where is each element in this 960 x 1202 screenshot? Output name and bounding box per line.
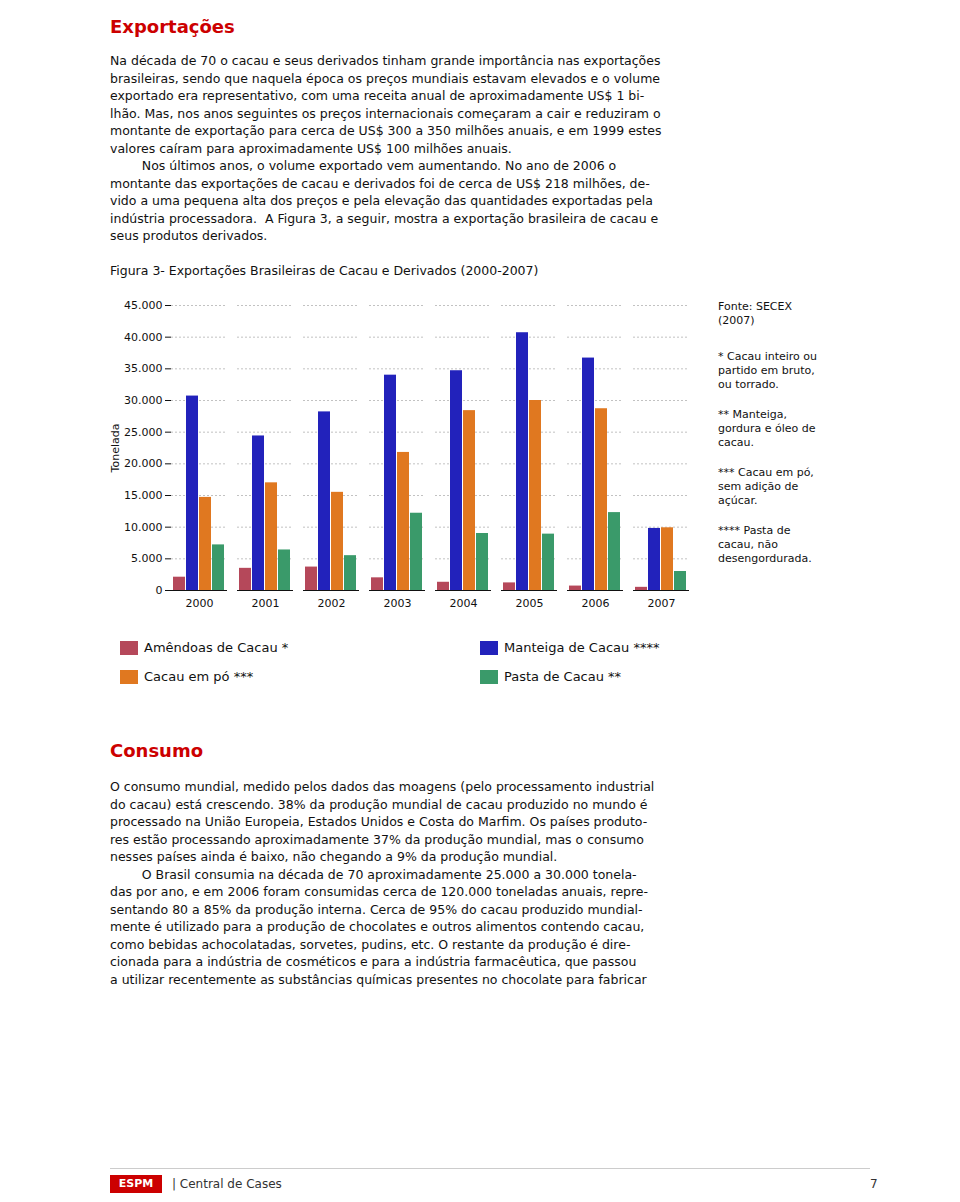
html-text:Exportações: Exportações <box>110 16 235 37</box>
html-text:Cacau em pó ***: Cacau em pó *** <box>144 669 254 684</box>
html-text:**** Pasta de cacau, não desen: **** Pasta de cacau, não desengordurada. <box>718 524 812 565</box>
svg-text:15.000: 15.000 <box>124 489 163 502</box>
html-text:Figura 3- Exportações Brasilei: Figura 3- Exportações Brasileiras de Cac… <box>110 263 539 278</box>
html-text:Fonte: SECEX (2007): Fonte: SECEX (2007) <box>718 300 792 327</box>
svg-text:5.000: 5.000 <box>131 552 163 565</box>
html-text:Consumo: Consumo <box>110 740 203 761</box>
html-text:** Manteiga, gordura e óleo de: ** Manteiga, gordura e óleo de cacau. <box>718 408 816 449</box>
html-text:Amêndoas de Cacau *: Amêndoas de Cacau * <box>144 640 289 655</box>
svg-text:10.000: 10.000 <box>124 521 163 534</box>
svg-text:40.000: 40.000 <box>124 331 163 344</box>
svg-text:20.000: 20.000 <box>124 457 163 470</box>
html-text:O consumo mundial, medido pelo: O consumo mundial, medido pelos dados da… <box>110 779 655 987</box>
svg-text:0: 0 <box>156 584 163 597</box>
html-text:7: 7 <box>870 1177 878 1191</box>
html-text:ESPM: ESPM <box>118 1177 154 1190</box>
svg-text:2003: 2003 <box>384 597 412 610</box>
html-text:| Central de Cases: | Central de Cases <box>172 1177 282 1191</box>
svg-text:2001: 2001 <box>252 597 280 610</box>
svg-text:45.000: 45.000 <box>124 299 163 312</box>
svg-text:Tonelada: Tonelada <box>109 424 122 474</box>
html-text:*** Cacau em pó, sem adição de: *** Cacau em pó, sem adição de açúcar. <box>718 466 814 507</box>
svg-text:2005: 2005 <box>516 597 544 610</box>
html-text:Manteiga de Cacau ****: Manteiga de Cacau **** <box>504 640 660 655</box>
svg-text:2002: 2002 <box>318 597 346 610</box>
svg-text:25.000: 25.000 <box>124 426 163 439</box>
svg-text:30.000: 30.000 <box>124 394 163 407</box>
html-text:* Cacau inteiro ou partido em: * Cacau inteiro ou partido em bruto, ou … <box>718 350 818 391</box>
svg-text:2004: 2004 <box>450 597 478 610</box>
svg-text:35.000: 35.000 <box>124 362 163 375</box>
html-text:Pasta de Cacau **: Pasta de Cacau ** <box>504 669 622 684</box>
svg-text:2007: 2007 <box>648 597 676 610</box>
svg-text:2000: 2000 <box>186 597 214 610</box>
svg-text:2006: 2006 <box>582 597 610 610</box>
html-text:Na década de 70 o cacau e seus: Na década de 70 o cacau e seus derivados… <box>110 53 662 243</box>
